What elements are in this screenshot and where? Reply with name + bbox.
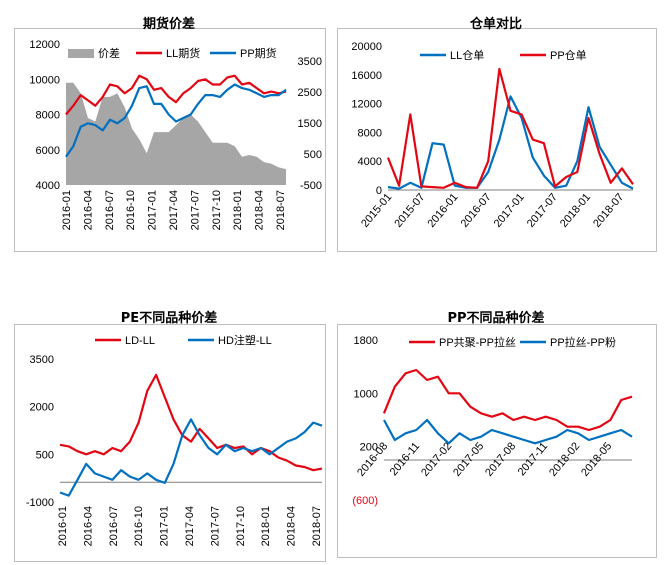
y-tick-label: 1000 [354,388,378,400]
x-tick-label: 2017-04 [168,190,180,230]
y-tick-label: 20000 [351,41,382,53]
y-tick-label: 200 [360,442,378,454]
y-tick-label: -1000 [26,497,54,509]
x-tick-label: 2016-10 [133,506,145,546]
y-tick-label: 16000 [351,70,382,82]
series-line-PP仓单 [386,67,634,189]
y-tick-label: 8000 [36,110,60,122]
x-tick-label: 2018-07 [591,191,626,230]
x-tick-label: 2017-10 [235,506,247,546]
x-tick-label: 2016-04 [82,190,94,230]
y-tick-label: 1800 [354,335,378,347]
x-tick-label: 2017-07 [189,190,201,230]
series-line-PP共聚-PP拉丝 [382,368,633,432]
y2-tick-label: -500 [300,180,322,192]
y2-tick-label: 2500 [298,87,322,99]
chart-1-group: 2000016000120008000400002015-012015-0720… [351,41,634,230]
x-tick-label: 2016-07 [459,191,494,230]
y-tick-label: 3500 [30,354,54,366]
x-tick-label: 2018-07 [311,506,323,546]
chart-title-warehouse-receipts: 仓单对比 [469,17,522,32]
y-tick-label: 8000 [358,127,382,139]
x-tick-label: 2016-01 [57,506,69,546]
chart-panel-pp-spread [337,324,657,558]
x-tick-label: 2016-04 [82,506,94,546]
y-tick-label: 500 [36,449,54,461]
x-tick-label: 2017-11 [516,440,551,478]
chart-0-group: 12000 10000 8000 6000 4000 3500 2500 1500 500 -50… [29,39,322,230]
x-tick-label: 2017-04 [184,506,196,546]
series-line-HD注塑-LL [59,418,323,497]
x-tick-label: 2018-01 [260,506,272,546]
y-tick-label: 6000 [36,145,60,157]
y2-tick-label: 1500 [298,118,322,130]
chart-title-pe-spread: PE不同品种价差 [120,311,218,326]
x-tick-label: 2017-07 [209,506,221,546]
legend-label-PP共聚-PP拉丝: PP共聚-PP拉丝 [439,335,516,349]
legend-label-HD注塑-LL: HD注塑-LL [218,333,272,347]
series-area-价差 [66,82,286,185]
x-tick-label: 2016-07 [108,506,120,546]
x-tick-label: 2018-01 [232,190,244,230]
legend-label-LL仓单: LL仓单 [450,48,484,62]
y-tick-label: 4000 [358,156,382,168]
series-line-PP拉丝-PP粉 [383,418,633,445]
chart-title-pp-spread: PP不同品种价差 [447,311,545,326]
x-tick-label: 2018-04 [286,506,298,546]
x-tick-label: 2016-07 [104,190,116,230]
y-tick-label: (600) [352,495,378,507]
x-tick-label: 2018-04 [254,190,266,230]
series-line-LL仓单 [387,95,634,190]
x-tick-label: 2017-10 [211,190,223,230]
series-line-LD-LL [59,373,323,472]
x-tick-label: 2017-01 [492,191,527,230]
y-tick-label: 4000 [36,180,60,192]
y-tick-label: 10000 [29,74,60,86]
legend-label-PP期货: PP期货 [240,46,277,60]
chart-3-group: 18001000200(600)2016-082016-112017-02201… [352,335,633,507]
x-tick-label: 2016-10 [125,190,137,230]
x-tick-label: 2017-07 [525,191,560,230]
legend-label-PP拉丝-PP粉: PP拉丝-PP粉 [550,335,616,349]
chart-panel-warehouse-receipts [337,28,657,252]
legend-label-PP仓单: PP仓单 [550,48,587,62]
series-line-PP期货 [65,83,287,158]
x-tick-label: 2018-07 [275,190,287,230]
x-tick-label: 2017-01 [147,190,159,230]
chart-panel-pe-spread [14,324,326,562]
y2-tick-label: 3500 [298,56,322,68]
x-tick-label: 2018-01 [558,191,593,230]
legend-label-LL期货: LL期货 [166,46,200,60]
x-tick-label: 2015-01 [359,191,394,230]
legend-label-LD-LL: LD-LL [125,335,155,347]
y2-tick-label: 500 [304,149,322,161]
y-tick-label: 0 [376,185,382,197]
y-tick-label: 12000 [29,39,60,51]
legend-label-价差: 价差 [98,46,120,60]
y-tick-label: 2000 [30,402,54,414]
chart-title-futures-spread: 期货价差 [142,17,195,32]
x-tick-label: 2016-01 [61,190,73,230]
y-tick-label: 12000 [351,99,382,111]
x-tick-label: 2016-11 [388,440,423,478]
x-tick-label: 2015-07 [392,191,427,230]
x-tick-label: 2017-01 [159,506,171,546]
legend-swatch-价差 [68,49,94,58]
x-tick-label: 2016-01 [425,191,460,230]
series-line-LL期货 [65,74,287,116]
